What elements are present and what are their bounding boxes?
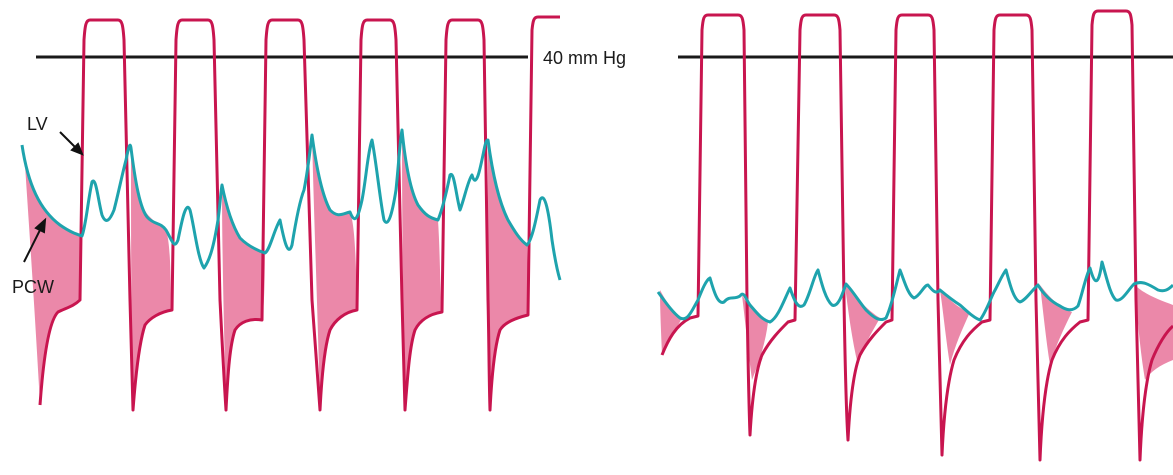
reference-line-label: 40 mm Hg [543, 48, 626, 68]
right-panel [656, 9, 1173, 462]
left-gradient-fill [24, 130, 528, 410]
reference-line-group: 40 mm Hg [36, 48, 1173, 68]
left-pcw-trace [20, 128, 562, 281]
lv-arrow [59, 131, 84, 156]
lv-label: LV [27, 114, 48, 134]
right-lv-trace [660, 9, 1173, 462]
pcw-label: PCW [12, 277, 54, 297]
left-lv-trace [38, 15, 560, 412]
pcw-arrow [23, 217, 47, 263]
right-gradient-fill [660, 285, 1173, 380]
right-pcw-trace [656, 260, 1173, 324]
left-panel: LV PCW [12, 15, 562, 412]
